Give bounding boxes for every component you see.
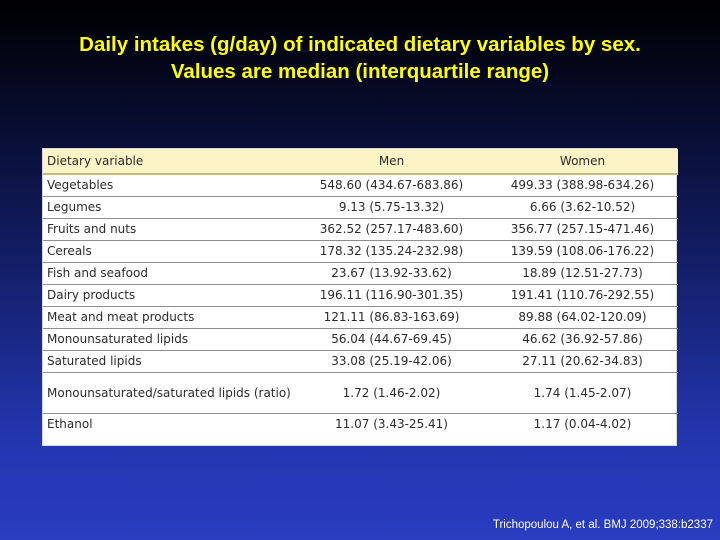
cell-variable: Monounsaturated/saturated lipids (ratio) bbox=[43, 372, 296, 414]
cell-men: 11.07 (3.43-25.41) bbox=[335, 417, 448, 431]
table-row: Legumes 9.13 (5.75-13.32) 6.66 (3.62-10.… bbox=[43, 196, 678, 219]
slide-title-line-1: Daily intakes (g/day) of indicated dieta… bbox=[79, 33, 641, 56]
cell-variable: Monounsaturated lipids bbox=[43, 328, 296, 351]
cell-women: 499.33 (388.98-634.26) bbox=[487, 174, 678, 197]
cell-men: 23.67 (13.92-33.62) bbox=[296, 262, 487, 285]
cell-women: 1.74 (1.45-2.07) bbox=[487, 372, 678, 414]
cell-women: 139.59 (108.06-176.22) bbox=[487, 240, 678, 263]
cell-variable: Ethanol bbox=[47, 417, 93, 431]
slide-title-line-2: Values are median (interquartile range) bbox=[170, 60, 550, 83]
cell-men: 9.13 (5.75-13.32) bbox=[296, 196, 487, 219]
header-women: Women bbox=[487, 149, 678, 175]
header-dietary-variable: Dietary variable bbox=[43, 149, 296, 175]
cell-variable: Meat and meat products bbox=[43, 306, 296, 329]
cell-men: 121.11 (86.83-163.69) bbox=[296, 306, 487, 329]
cell-variable: Cereals bbox=[43, 240, 296, 263]
cell-women: 46.62 (36.92-57.86) bbox=[487, 328, 678, 351]
table-row: Fruits and nuts 362.52 (257.17-483.60) 3… bbox=[43, 218, 678, 241]
cell-women: 89.88 (64.02-120.09) bbox=[487, 306, 678, 329]
slide-title: Daily intakes (g/day) of indicated dieta… bbox=[0, 31, 720, 85]
cell-variable: Vegetables bbox=[43, 174, 296, 197]
table-row: Ethanol 11.07 (3.43-25.41) 1.17 (0.04-4.… bbox=[43, 414, 678, 436]
cell-women: 27.11 (20.62-34.83) bbox=[487, 350, 678, 373]
cell-women: 356.77 (257.15-471.46) bbox=[487, 218, 678, 241]
cell-women: 1.17 (0.04-4.02) bbox=[533, 417, 632, 431]
citation: Trichopoulou A, et al. BMJ 2009;338:b233… bbox=[492, 519, 713, 531]
table-row: Meat and meat products 121.11 (86.83-163… bbox=[43, 306, 678, 329]
dietary-intake-table-card: Dietary variable Men Women Vegetables 54… bbox=[42, 148, 678, 446]
cell-variable: Saturated lipids bbox=[43, 350, 296, 373]
table-row: Cereals 178.32 (135.24-232.98) 139.59 (1… bbox=[43, 240, 678, 263]
cell-women: 18.89 (12.51-27.73) bbox=[487, 262, 678, 285]
cell-men: 33.08 (25.19-42.06) bbox=[296, 350, 487, 373]
table-header: Dietary variable Men Women bbox=[43, 149, 678, 175]
cell-men: 178.32 (135.24-232.98) bbox=[296, 240, 487, 263]
cell-women: 6.66 (3.62-10.52) bbox=[487, 196, 678, 219]
cell-men: 196.11 (116.90-301.35) bbox=[296, 284, 487, 307]
table-row: Monounsaturated lipids 56.04 (44.67-69.4… bbox=[43, 328, 678, 351]
cell-women: 191.41 (110.76-292.55) bbox=[487, 284, 678, 307]
table-header-row: Dietary variable Men Women bbox=[43, 149, 678, 175]
table-row: Vegetables 548.60 (434.67-683.86) 499.33… bbox=[43, 174, 678, 197]
cell-men: 1.72 (1.46-2.02) bbox=[296, 372, 487, 414]
table-row: Saturated lipids 33.08 (25.19-42.06) 27.… bbox=[43, 350, 678, 373]
table-row: Fish and seafood 23.67 (13.92-33.62) 18.… bbox=[43, 262, 678, 285]
cell-variable: Legumes bbox=[43, 196, 296, 219]
table-row: Monounsaturated/saturated lipids (ratio)… bbox=[43, 372, 678, 414]
cell-men: 548.60 (434.67-683.86) bbox=[296, 174, 487, 197]
table-body: Vegetables 548.60 (434.67-683.86) 499.33… bbox=[43, 174, 678, 435]
cell-variable: Fish and seafood bbox=[43, 262, 296, 285]
header-men: Men bbox=[296, 149, 487, 175]
cell-men: 56.04 (44.67-69.45) bbox=[296, 328, 487, 351]
table-row: Dairy products 196.11 (116.90-301.35) 19… bbox=[43, 284, 678, 307]
cell-variable: Dairy products bbox=[43, 284, 296, 307]
cell-variable: Fruits and nuts bbox=[43, 218, 296, 241]
cell-men: 362.52 (257.17-483.60) bbox=[296, 218, 487, 241]
dietary-intake-table: Dietary variable Men Women Vegetables 54… bbox=[43, 149, 678, 435]
